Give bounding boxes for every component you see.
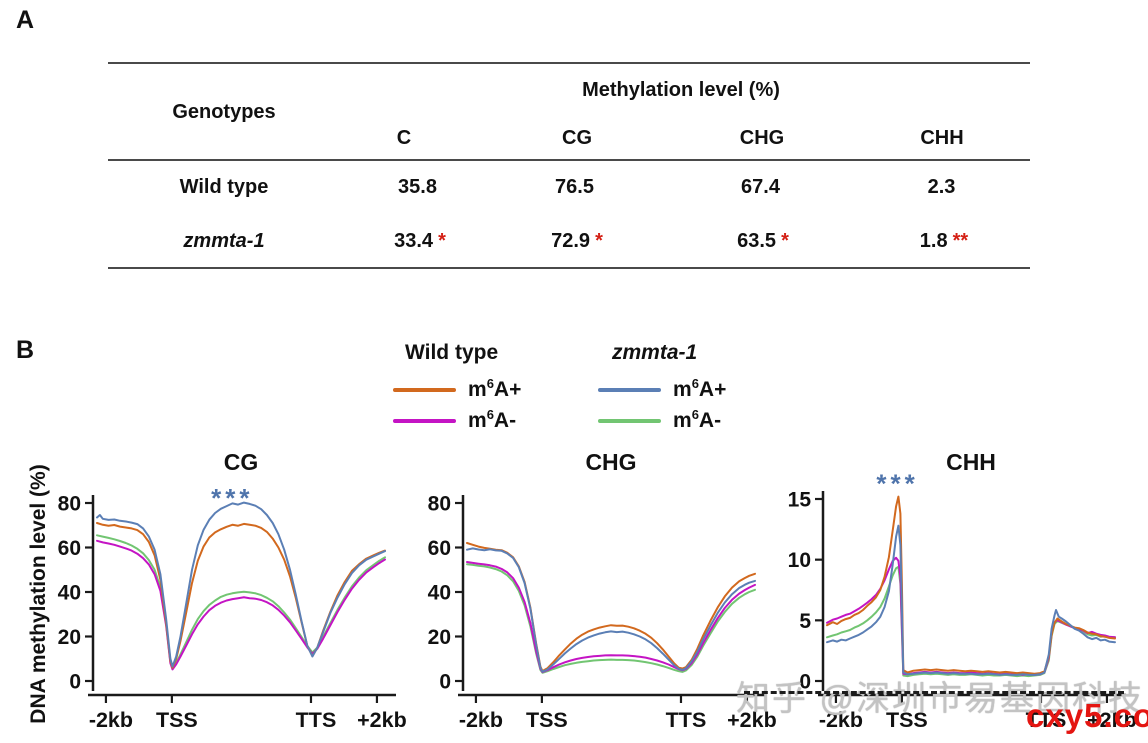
x-tick-label: +2kb	[357, 708, 407, 732]
table-col-header-c: C	[396, 127, 412, 149]
significance-stars: ***	[876, 469, 918, 499]
table-col-header-cg: CG	[562, 127, 592, 149]
y-tick-label: 20	[428, 626, 451, 649]
x-tick-label: +2kb	[1087, 708, 1137, 732]
legend-label-zm-m6a-plus: m6A+	[673, 376, 727, 401]
x-tick-label: -2kb	[459, 708, 503, 732]
table-rule-mid	[108, 159, 1030, 161]
table-genotype-wildtype: Wild type	[179, 176, 269, 198]
x-tick-label: TSS	[156, 708, 198, 732]
legend-label-wt-m6a-minus: m6A-	[468, 407, 517, 432]
legend-line-zm-m6a-plus	[598, 388, 661, 392]
x-tick-label: TSS	[886, 708, 928, 732]
y-tick-label: 15	[788, 489, 812, 512]
significance-stars: ***	[211, 483, 253, 513]
y-tick-label: 40	[58, 582, 81, 605]
panel-a-label: A	[16, 6, 35, 34]
y-axis-label: DNA methylation level (%)	[27, 464, 50, 724]
y-tick-label: 0	[69, 671, 81, 694]
chart-cg: CG 80 60 40 20 0 -2kb TSS TTS +2kb ***	[55, 443, 420, 743]
series-line-zmmta-1-m6a+	[826, 524, 1116, 676]
y-tick-label: 60	[428, 537, 451, 560]
y-tick-label: 40	[428, 582, 451, 605]
x-tick-label: TTS	[1026, 708, 1067, 732]
table-cell: 2.3	[927, 176, 956, 198]
y-tick-label: 10	[788, 549, 811, 572]
table-cell: 67.4	[741, 176, 780, 198]
table-cell: 63.5 *	[737, 230, 789, 252]
table-cell: 76.5	[555, 176, 594, 198]
watermark-strikethrough	[744, 691, 1124, 694]
y-tick-label: 5	[799, 610, 811, 633]
chart-chg: CHG 80 60 40 20 0 -2kb TSS TTS +2kb	[425, 443, 790, 743]
table-cell: 33.4 *	[394, 230, 446, 252]
legend-line-wt-m6a-minus	[393, 419, 456, 423]
table-rule-top	[108, 62, 1030, 64]
legend-group-title-wildtype: Wild type	[405, 341, 499, 364]
y-tick-label: 0	[439, 671, 451, 694]
table-cell: 1.8 **	[919, 230, 969, 252]
chart-title: CG	[224, 449, 259, 475]
x-tick-label: TTS	[666, 708, 707, 732]
table-genotype-zmmta1: zmmta-1	[183, 230, 265, 252]
legend-line-wt-m6a-plus	[393, 388, 456, 392]
y-tick-label: 20	[58, 626, 81, 649]
series-line-wild-type-m6a+	[96, 522, 386, 669]
series-line-wild-type-m6a+	[826, 495, 1116, 675]
table-row-header: Genotypes	[172, 101, 276, 123]
series-line-zmmta-1-m6a+	[466, 547, 756, 673]
panel-b-label: B	[16, 336, 35, 364]
table-col-header-chg: CHG	[739, 127, 785, 149]
table-cell: 35.8	[398, 176, 437, 198]
watermark-zhihu: 知乎 @深圳市易基因科技	[736, 680, 1144, 718]
chart-title: CHG	[585, 449, 636, 475]
x-tick-label: TSS	[526, 708, 568, 732]
chart-chh: CHH 15 10 5 0 -2kb TSS TTS +2kb ***	[785, 443, 1148, 743]
legend-label-wt-m6a-plus: m6A+	[468, 376, 522, 401]
y-tick-label: 80	[428, 493, 451, 516]
chart-chg-svg: CHG 80 60 40 20 0 -2kb TSS TTS +2kb	[428, 449, 777, 732]
chart-cg-svg: CG 80 60 40 20 0 -2kb TSS TTS +2kb ***	[58, 449, 407, 732]
x-tick-label: -2kb	[819, 708, 863, 732]
table-rule-bottom	[108, 267, 1030, 269]
series-line-zmmta-1-m6a+	[96, 501, 386, 668]
x-tick-label: +2kb	[727, 708, 777, 732]
y-tick-label: 60	[58, 537, 81, 560]
table-col-header-chh: CHH	[920, 127, 964, 149]
series-line-wild-type-m6a-	[96, 539, 386, 671]
table-cell: 72.9 *	[551, 230, 603, 252]
series-line-wild-type-m6a-	[826, 556, 1116, 676]
x-tick-label: TTS	[296, 708, 337, 732]
legend-group-title-zmmta1: zmmta-1	[612, 341, 698, 364]
y-tick-label: 80	[58, 493, 81, 516]
watermark-site: cxy5.com	[1026, 697, 1148, 734]
table-span-header: Methylation level (%)	[582, 79, 780, 101]
chart-chh-svg: CHH 15 10 5 0 -2kb TSS TTS +2kb ***	[788, 449, 1137, 732]
series-line-zmmta-1-m6a-	[466, 563, 756, 674]
series-line-wild-type-m6a-	[466, 561, 756, 674]
legend-line-zm-m6a-minus	[598, 419, 661, 423]
legend-label-zm-m6a-minus: m6A-	[673, 407, 722, 432]
y-tick-label: 0	[799, 671, 811, 694]
series-line-zmmta-1-m6a-	[826, 565, 1116, 678]
series-line-wild-type-m6a+	[466, 542, 756, 672]
x-tick-label: -2kb	[89, 708, 133, 732]
chart-title: CHH	[946, 449, 996, 475]
